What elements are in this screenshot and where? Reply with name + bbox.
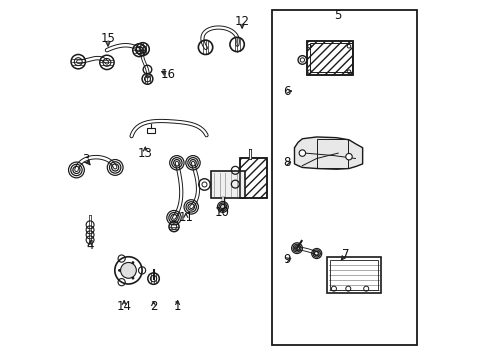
Text: 9: 9 [284,253,291,266]
Circle shape [299,150,306,156]
Bar [307,41,353,75]
Bar [307,41,353,75]
Text: 8: 8 [284,156,291,169]
Text: 15: 15 [100,32,116,45]
Text: 6: 6 [284,85,291,98]
Text: 13: 13 [138,147,153,159]
Bar [317,139,348,168]
Text: 14: 14 [117,300,132,313]
Circle shape [131,277,134,280]
Text: 7: 7 [342,248,349,261]
Bar [310,43,351,72]
Bar [240,158,267,198]
Text: 11: 11 [178,211,194,224]
Bar [211,171,245,198]
Bar [240,158,267,198]
Text: 16: 16 [160,68,175,81]
Circle shape [121,262,136,278]
Circle shape [118,269,121,272]
Text: 5: 5 [334,9,341,22]
Bar [272,10,417,345]
Text: 10: 10 [214,207,229,220]
Bar [317,139,348,168]
Text: 1: 1 [174,300,181,313]
Text: 4: 4 [86,239,94,252]
Polygon shape [294,137,363,169]
Text: 2: 2 [150,300,157,313]
Bar [327,257,381,293]
Bar [330,260,378,290]
Text: 3: 3 [82,153,89,166]
Circle shape [131,261,134,264]
Bar [147,129,155,133]
Text: 12: 12 [235,15,249,28]
Circle shape [346,153,352,160]
